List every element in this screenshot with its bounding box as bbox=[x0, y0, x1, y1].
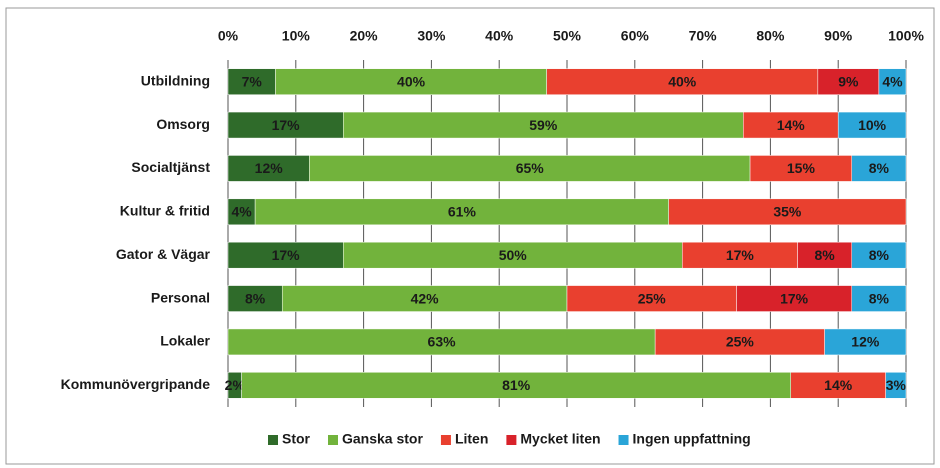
data-label: 7% bbox=[242, 73, 263, 89]
x-tick-label: 100% bbox=[888, 28, 924, 44]
data-label: 59% bbox=[529, 117, 558, 133]
legend-swatch bbox=[268, 435, 278, 445]
data-label: 17% bbox=[272, 247, 301, 263]
legend-label: Stor bbox=[282, 431, 311, 447]
bar-segment bbox=[885, 372, 907, 399]
bar-segment bbox=[851, 241, 907, 269]
bar-segment bbox=[281, 285, 568, 312]
bar-segment bbox=[682, 241, 798, 269]
bar-segment bbox=[790, 372, 886, 399]
data-label: 25% bbox=[638, 290, 667, 306]
bar-segment bbox=[241, 372, 791, 399]
bar-segment bbox=[824, 328, 907, 356]
data-label: 81% bbox=[502, 377, 531, 393]
x-tick-label: 80% bbox=[756, 28, 785, 44]
bar-segment bbox=[668, 198, 907, 226]
data-label: 12% bbox=[255, 160, 284, 176]
bar-segment bbox=[227, 198, 256, 226]
legend-label: Ganska stor bbox=[342, 431, 423, 447]
data-label: 8% bbox=[869, 290, 890, 306]
data-label: 17% bbox=[726, 247, 755, 263]
data-label: 61% bbox=[448, 204, 477, 220]
bar-segment bbox=[797, 241, 853, 269]
legend-label: Liten bbox=[455, 431, 488, 447]
bar-segment bbox=[227, 241, 344, 269]
bar-segment bbox=[254, 198, 669, 226]
data-label: 9% bbox=[838, 73, 859, 89]
data-label: 3% bbox=[886, 377, 907, 393]
data-label: 40% bbox=[397, 73, 426, 89]
bar-segment bbox=[736, 285, 853, 312]
y-tick-label: Kultur & fritid bbox=[120, 203, 210, 219]
legend-label: Ingen uppfattning bbox=[633, 431, 751, 447]
bar-segment bbox=[343, 111, 744, 139]
y-tick-label: Personal bbox=[151, 289, 210, 305]
data-label: 14% bbox=[777, 117, 806, 133]
data-label: 15% bbox=[787, 160, 816, 176]
data-label: 12% bbox=[851, 334, 880, 350]
legend-swatch bbox=[506, 435, 517, 445]
data-label: 4% bbox=[231, 204, 252, 220]
x-tick-label: 20% bbox=[350, 28, 379, 44]
data-label: 4% bbox=[882, 73, 903, 89]
bar-segment bbox=[309, 155, 751, 182]
y-tick-label: Gator & Vägar bbox=[116, 246, 211, 262]
bar-segment bbox=[817, 68, 880, 95]
bar-segment bbox=[743, 111, 839, 139]
y-tick-label: Utbildning bbox=[141, 72, 210, 88]
legend-swatch bbox=[618, 435, 629, 445]
bar-segment bbox=[654, 328, 825, 356]
bar-segment bbox=[546, 68, 819, 95]
bar-segment bbox=[227, 68, 276, 95]
bar-segment bbox=[343, 241, 683, 269]
data-label: 8% bbox=[869, 247, 890, 263]
x-tick-label: 50% bbox=[553, 28, 582, 44]
data-label: 25% bbox=[726, 334, 755, 350]
bar-segment bbox=[851, 155, 907, 182]
y-tick-label: Socialtjänst bbox=[131, 159, 210, 175]
x-tick-label: 30% bbox=[417, 28, 446, 44]
data-label: 17% bbox=[780, 290, 809, 306]
data-label: 8% bbox=[815, 247, 836, 263]
legend-swatch bbox=[328, 435, 338, 445]
x-tick-label: 10% bbox=[282, 28, 311, 44]
data-label: 10% bbox=[858, 117, 887, 133]
bar-segment bbox=[749, 155, 853, 182]
x-tick-label: 70% bbox=[689, 28, 718, 44]
y-tick-label: Omsorg bbox=[156, 116, 210, 132]
data-label: 63% bbox=[428, 334, 457, 350]
x-tick-label: 60% bbox=[621, 28, 650, 44]
data-label: 42% bbox=[411, 290, 440, 306]
y-tick-label: Lokaler bbox=[160, 333, 210, 349]
bar-segment bbox=[227, 155, 310, 182]
bar-segment bbox=[851, 285, 907, 312]
x-tick-label: 90% bbox=[824, 28, 853, 44]
bar-segment bbox=[275, 68, 547, 95]
data-label: 8% bbox=[869, 160, 890, 176]
data-label: 17% bbox=[272, 117, 301, 133]
bar-segment bbox=[227, 111, 344, 139]
x-tick-label: 40% bbox=[485, 28, 514, 44]
data-label: 50% bbox=[499, 247, 528, 263]
data-label: 65% bbox=[516, 160, 545, 176]
data-label: 8% bbox=[245, 290, 266, 306]
bar-segment bbox=[837, 111, 907, 139]
legend-swatch bbox=[440, 435, 451, 445]
data-label: 35% bbox=[773, 204, 802, 220]
legend-label: Mycket liten bbox=[520, 431, 600, 447]
y-tick-label: Kommunövergripande bbox=[61, 376, 211, 392]
data-label: 40% bbox=[668, 73, 697, 89]
data-label: 14% bbox=[824, 377, 853, 393]
bar-segment bbox=[878, 68, 907, 95]
x-tick-label: 0% bbox=[218, 28, 239, 44]
data-label: 2% bbox=[225, 377, 246, 393]
